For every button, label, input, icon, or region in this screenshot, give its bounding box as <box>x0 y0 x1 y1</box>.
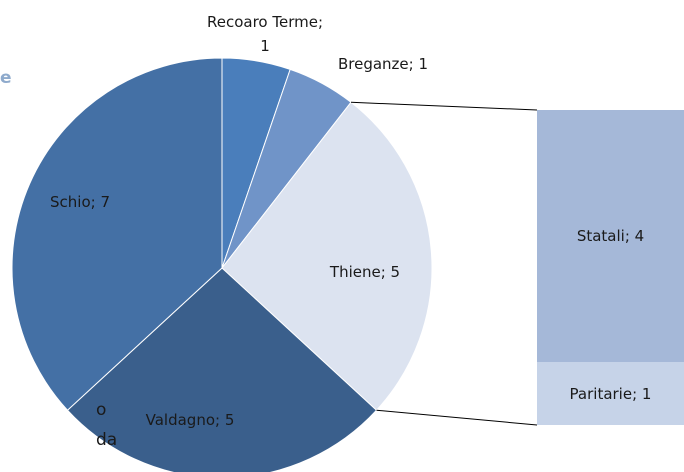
background-text: da <box>96 430 118 450</box>
data-label: Valdagno; 5 <box>145 411 235 429</box>
bar-segment <box>537 110 684 362</box>
bar-segment <box>537 362 684 425</box>
data-label: Schio; 7 <box>50 193 110 211</box>
background-text: e <box>0 68 12 88</box>
connector-line <box>376 409 538 426</box>
data-label: Statali; 4 <box>576 227 645 245</box>
connector-line <box>350 101 538 111</box>
pie-slice <box>221 101 433 411</box>
pie-slice <box>66 267 378 472</box>
data-label: Breganze; 1 <box>337 55 429 73</box>
pie-slice <box>11 57 223 411</box>
data-label: Recoaro Terme; 1 <box>206 13 323 55</box>
data-label: Thiene; 5 <box>329 263 401 281</box>
data-label: Paritarie; 1 <box>569 384 652 403</box>
background-text: o <box>96 400 107 420</box>
